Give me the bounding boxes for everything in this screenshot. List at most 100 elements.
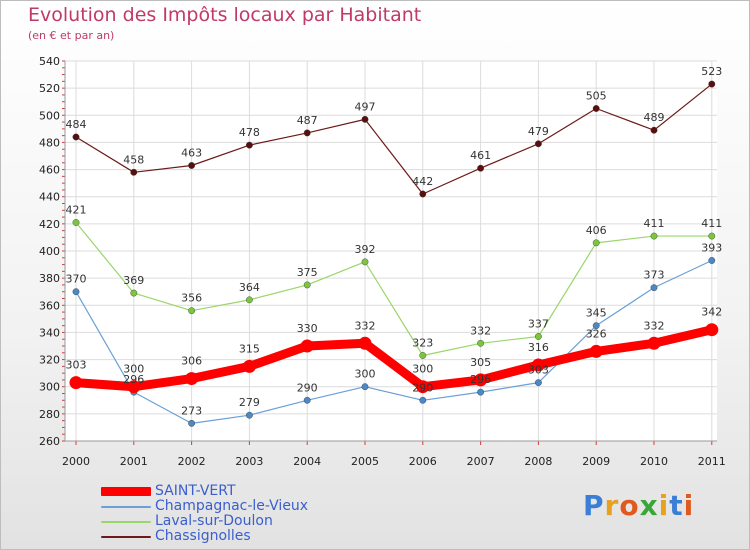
data-point-laval-sur-doulon-2006 [419,352,427,359]
y-tick-label-500: 500 [39,109,60,122]
data-label-champagnac-le-vieux-2001: 296 [123,373,144,386]
data-label-chassignolles-2000: 484 [66,118,87,131]
y-tick-label-260: 260 [39,435,60,448]
data-label-laval-sur-doulon-2005: 392 [355,243,376,256]
data-label-laval-sur-doulon-2006: 323 [412,337,433,350]
data-point-saint-vert-2008 [531,358,545,372]
x-tick-label-2010: 2010 [640,455,668,468]
data-label-saint-vert-2004: 330 [297,322,318,335]
logo-letter: t [669,489,684,522]
data-point-champagnac-le-vieux-2003 [245,411,253,419]
y-tick-label-300: 300 [39,381,60,394]
data-label-saint-vert-2008: 316 [528,341,549,354]
data-point-champagnac-le-vieux-2008 [535,379,542,387]
data-point-champagnac-le-vieux-2006 [419,396,427,404]
data-label-champagnac-le-vieux-2010: 373 [644,269,665,282]
data-point-laval-sur-doulon-2002 [188,307,196,315]
data-point-laval-sur-doulon-2009 [592,239,600,247]
y-tick-label-480: 480 [39,136,60,149]
data-label-saint-vert-2001: 300 [123,363,144,376]
data-point-champagnac-le-vieux-2009 [592,322,600,330]
data-point-champagnac-le-vieux-2005 [361,383,369,391]
data-label-champagnac-le-vieux-2005: 300 [355,368,376,381]
data-point-laval-sur-doulon-2007 [477,339,484,347]
data-label-laval-sur-doulon-2008: 337 [528,318,549,331]
data-point-saint-vert-2007 [474,373,488,387]
data-point-chassignolles-2000 [72,133,80,141]
data-label-champagnac-le-vieux-2000: 370 [66,273,87,286]
data-label-champagnac-le-vieux-2007: 296 [470,373,491,386]
data-label-chassignolles-2010: 489 [644,111,665,124]
data-label-chassignolles-2011: 523 [701,65,722,78]
data-point-saint-vert-2003 [242,359,256,373]
data-point-laval-sur-doulon-2008 [535,333,542,340]
data-label-chassignolles-2001: 458 [123,153,144,166]
data-point-champagnac-le-vieux-2010 [650,284,658,292]
legend-item-champagnac-le-vieux[interactable]: Champagnac-le-Vieux [101,498,361,514]
data-label-chassignolles-2009: 505 [586,90,607,103]
proxiti-logo: Proxiti [583,489,694,522]
logo-letter: r [604,489,620,522]
data-label-saint-vert-2011: 342 [701,306,722,319]
data-point-saint-vert-2005 [358,336,372,350]
x-tick-label-2002: 2002 [178,455,206,468]
data-label-champagnac-le-vieux-2011: 393 [701,242,722,255]
data-point-saint-vert-2009 [589,344,603,358]
logo-letter: i [683,489,695,522]
data-point-laval-sur-doulon-2001 [130,289,138,297]
data-label-laval-sur-doulon-2007: 332 [470,324,491,337]
y-tick-label-340: 340 [39,326,60,339]
data-point-saint-vert-2000 [69,376,83,390]
data-point-laval-sur-doulon-2010 [650,232,658,240]
legend-swatch-saint-vert [101,487,151,496]
data-point-saint-vert-2010 [647,336,661,350]
x-tick-label-2007: 2007 [467,455,495,468]
legend-item-laval-sur-doulon[interactable]: Laval-sur-Doulon [101,513,361,529]
x-tick-label-2006: 2006 [409,455,437,468]
data-point-laval-sur-doulon-2005 [361,258,369,266]
x-tick-label-2011: 2011 [698,455,726,468]
series-line-champagnac-le-vieux [75,259,713,424]
data-point-chassignolles-2009 [592,105,600,112]
data-label-chassignolles-2004: 487 [297,114,318,127]
data-point-chassignolles-2003 [245,141,253,149]
data-point-saint-vert-2001 [127,380,141,394]
legend-label-laval-sur-doulon: Laval-sur-Doulon [155,513,273,529]
legend: SAINT-VERT Champagnac-le-Vieux Laval-sur… [101,483,361,544]
x-tick-label-2001: 2001 [120,455,148,468]
data-label-saint-vert-2003: 315 [239,342,260,355]
data-label-saint-vert-2006: 300 [412,363,433,376]
data-label-chassignolles-2003: 478 [239,126,260,139]
legend-swatch-champagnac-le-vieux [101,506,151,508]
data-point-chassignolles-2004 [303,129,311,137]
y-tick-label-360: 360 [39,299,60,312]
data-point-chassignolles-2007 [477,164,484,172]
legend-item-saint-vert[interactable]: SAINT-VERT [101,483,361,499]
data-label-saint-vert-2007: 305 [470,356,491,369]
data-point-saint-vert-2004 [300,339,314,353]
legend-swatch-chassignolles [101,536,151,538]
data-label-champagnac-le-vieux-2004: 290 [297,381,318,394]
data-point-saint-vert-2011 [705,323,719,337]
series-line-laval-sur-doulon [75,221,713,357]
x-tick-label-2009: 2009 [582,455,610,468]
data-point-chassignolles-2005 [361,115,369,123]
data-point-laval-sur-doulon-2003 [245,296,253,304]
y-tick-label-460: 460 [39,164,60,177]
data-label-champagnac-le-vieux-2006: 290 [412,381,433,394]
data-label-champagnac-le-vieux-2002: 273 [181,404,202,417]
legend-item-chassignolles[interactable]: Chassignolles [101,528,361,544]
logo-letter: o [619,489,640,522]
data-label-laval-sur-doulon-2011: 411 [701,217,722,230]
logo-letter: i [658,489,670,522]
logo-letter: P [583,489,605,522]
data-label-champagnac-le-vieux-2008: 303 [528,364,549,377]
data-point-saint-vert-2002 [185,372,199,386]
x-tick-label-2000: 2000 [62,455,90,468]
data-label-chassignolles-2002: 463 [181,147,202,160]
data-point-champagnac-le-vieux-2011 [708,257,716,264]
y-tick-label-540: 540 [39,55,60,68]
data-point-chassignolles-2011 [708,80,716,88]
data-point-laval-sur-doulon-2011 [708,232,716,240]
